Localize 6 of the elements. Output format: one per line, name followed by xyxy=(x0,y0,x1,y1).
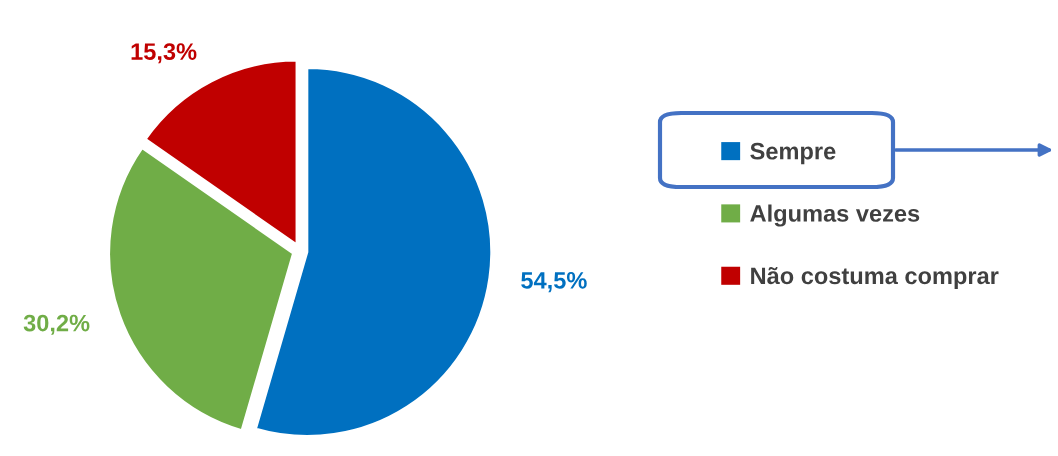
legend-label: Não costuma comprar xyxy=(751,266,999,289)
legend-label: Algumas vezes xyxy=(750,204,920,227)
legend-label: Sempre xyxy=(750,142,836,165)
data-label: 30,2% xyxy=(23,314,90,335)
data-label: 15,3% xyxy=(131,43,197,64)
data-label: 54,5% xyxy=(521,272,587,293)
